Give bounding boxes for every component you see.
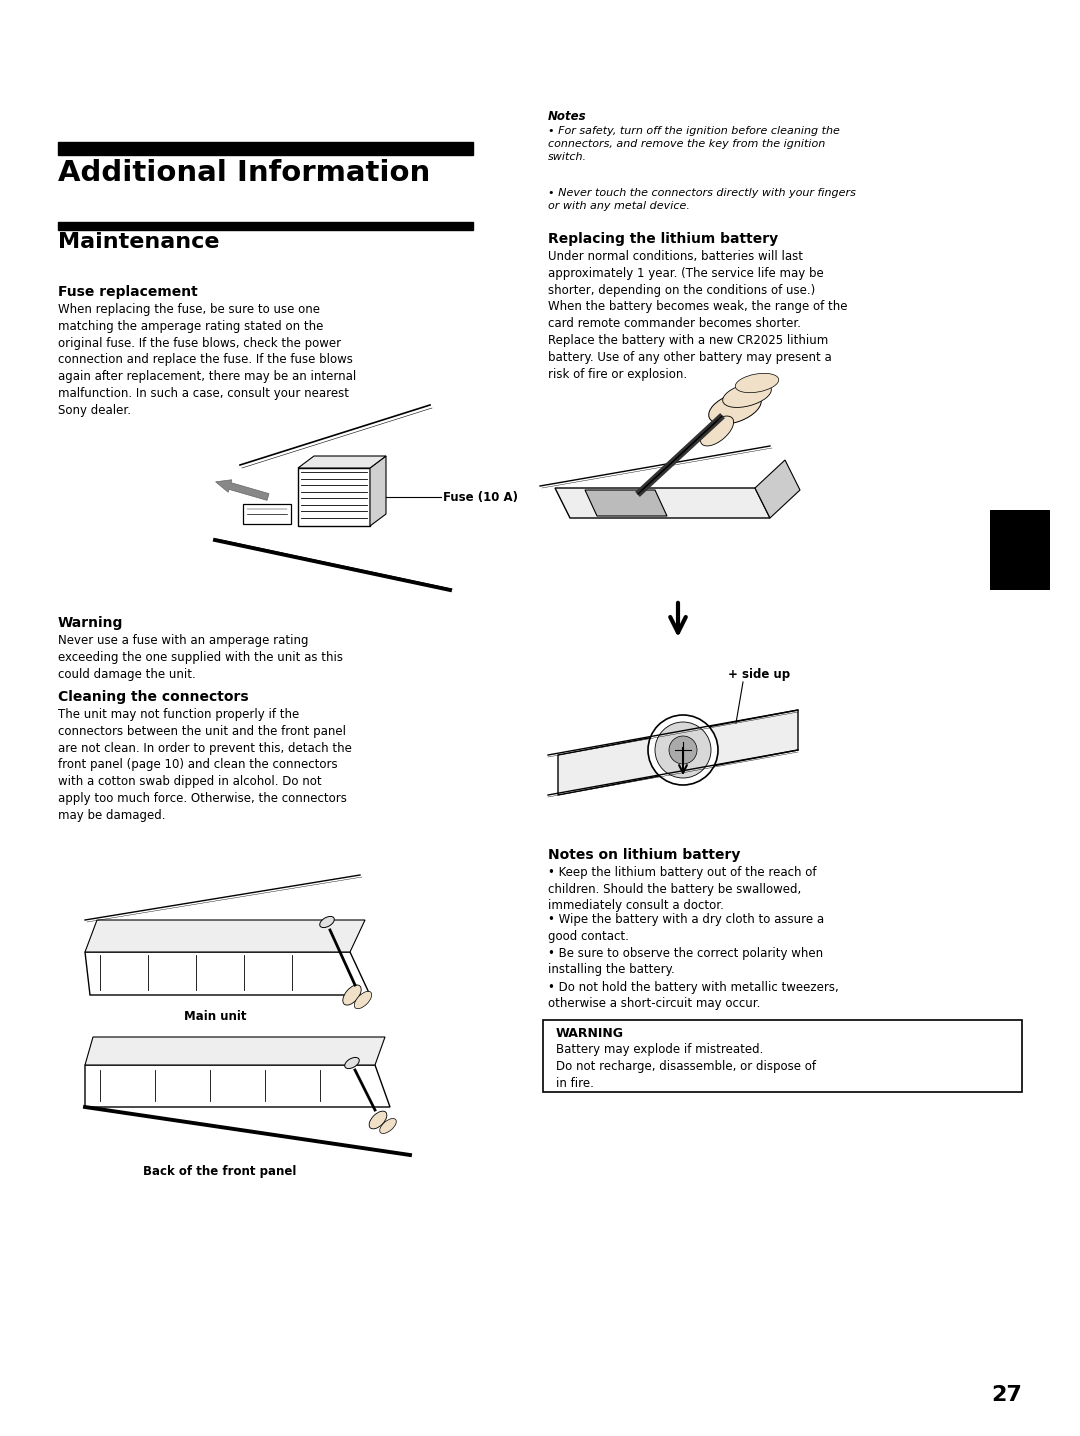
Polygon shape — [85, 920, 365, 952]
Text: Fuse (10 A): Fuse (10 A) — [443, 491, 518, 504]
Text: WARNING: WARNING — [556, 1027, 624, 1040]
Ellipse shape — [369, 1111, 387, 1129]
Text: When replacing the fuse, be sure to use one
matching the amperage rating stated : When replacing the fuse, be sure to use … — [58, 303, 356, 416]
Text: Warning: Warning — [58, 616, 123, 630]
Text: Maintenance: Maintenance — [58, 233, 219, 251]
Text: • Do not hold the battery with metallic tweezers,
otherwise a short-circuit may : • Do not hold the battery with metallic … — [548, 981, 839, 1010]
Text: The unit may not function properly if the
connectors between the unit and the fr: The unit may not function properly if th… — [58, 708, 352, 821]
Text: Battery may explode if mistreated.
Do not recharge, disassemble, or dispose of
i: Battery may explode if mistreated. Do no… — [556, 1043, 816, 1090]
FancyArrow shape — [216, 480, 269, 500]
Ellipse shape — [354, 991, 372, 1008]
Text: Cleaning the connectors: Cleaning the connectors — [58, 691, 248, 704]
Polygon shape — [755, 460, 800, 518]
Ellipse shape — [320, 916, 335, 928]
Circle shape — [648, 715, 718, 785]
Polygon shape — [555, 488, 770, 518]
Text: 27: 27 — [991, 1384, 1022, 1404]
Polygon shape — [370, 457, 386, 526]
Ellipse shape — [701, 416, 733, 447]
Text: Notes on lithium battery: Notes on lithium battery — [548, 849, 741, 862]
Ellipse shape — [380, 1119, 396, 1133]
Bar — [58, 142, 473, 155]
Polygon shape — [85, 1066, 390, 1107]
Text: • Be sure to observe the correct polarity when
installing the battery.: • Be sure to observe the correct polarit… — [548, 946, 823, 976]
Ellipse shape — [345, 1057, 360, 1068]
Circle shape — [654, 722, 711, 778]
Text: Fuse replacement: Fuse replacement — [58, 284, 198, 299]
Ellipse shape — [342, 985, 361, 1005]
Text: + side up: + side up — [728, 668, 791, 681]
Text: Replacing the lithium battery: Replacing the lithium battery — [548, 233, 778, 246]
Text: Main unit: Main unit — [184, 1010, 246, 1022]
Circle shape — [669, 737, 697, 764]
Text: • For safety, turn off the ignition before cleaning the
connectors, and remove t: • For safety, turn off the ignition befo… — [548, 126, 840, 162]
Polygon shape — [558, 709, 798, 796]
Ellipse shape — [735, 373, 779, 392]
Ellipse shape — [708, 392, 761, 424]
Polygon shape — [85, 952, 370, 995]
Text: Never use a fuse with an amperage rating
exceeding the one supplied with the uni: Never use a fuse with an amperage rating… — [58, 635, 343, 681]
Polygon shape — [85, 1037, 384, 1066]
Bar — [990, 510, 1050, 590]
Polygon shape — [298, 457, 386, 468]
Text: Back of the front panel: Back of the front panel — [144, 1165, 297, 1178]
Bar — [243, 504, 291, 524]
Bar — [58, 223, 473, 230]
Text: Additional Information: Additional Information — [58, 159, 430, 187]
Text: Under normal conditions, batteries will last
approximately 1 year. (The service : Under normal conditions, batteries will … — [548, 250, 848, 381]
Bar — [298, 468, 370, 526]
Text: • Never touch the connectors directly with your fingers
or with any metal device: • Never touch the connectors directly wi… — [548, 188, 855, 211]
Text: • Wipe the battery with a dry cloth to assure a
good contact.: • Wipe the battery with a dry cloth to a… — [548, 913, 824, 943]
Bar — [543, 1020, 1022, 1093]
Ellipse shape — [723, 382, 771, 408]
Text: Notes: Notes — [548, 111, 586, 123]
Polygon shape — [585, 490, 667, 516]
Text: • Keep the lithium battery out of the reach of
children. Should the battery be s: • Keep the lithium battery out of the re… — [548, 866, 816, 912]
